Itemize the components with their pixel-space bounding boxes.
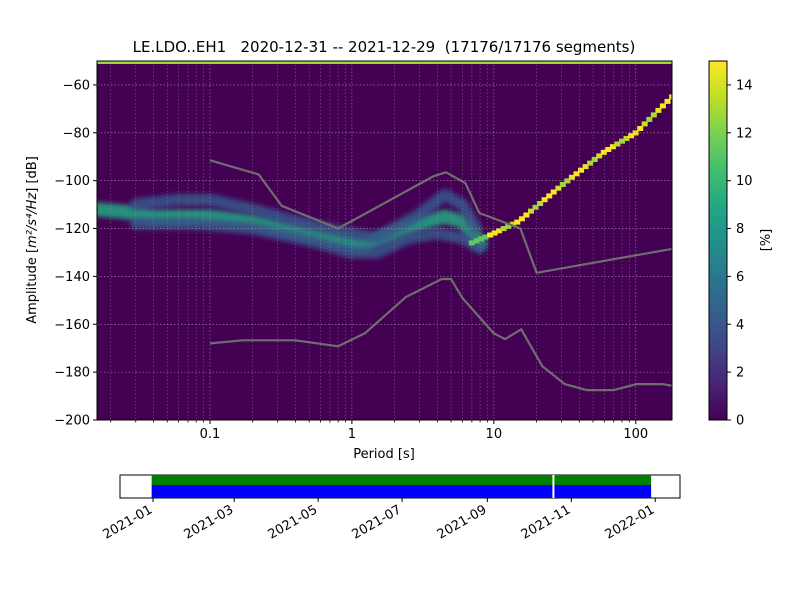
ridge-cell <box>514 219 521 225</box>
x-tick-label: 10 <box>486 427 503 442</box>
ridge-cell <box>559 182 566 187</box>
colorbar-label: [%] <box>759 229 774 252</box>
ridge-cell <box>619 138 625 144</box>
ridge-cell <box>473 238 480 244</box>
timeline-tick-label: 2021-01 <box>100 502 155 542</box>
ridge-cell <box>550 189 557 195</box>
timeline-axis: 2021-01 2021-03 2021-05 2021-07 2021-09 2021-… <box>100 498 657 543</box>
ppsd-plot-area: 0.1 1 10 100 −60 −80 −100 −120 −140 −160 −180 −200 <box>54 60 673 442</box>
colorbar-tick-label: 4 <box>736 318 744 333</box>
noise-model-high <box>209 159 672 274</box>
ridge-cell <box>477 236 484 242</box>
ridge-cell <box>623 135 630 141</box>
y-axis-label-suffix: ] [dB] <box>25 156 40 193</box>
ridge-cell <box>573 171 580 177</box>
ridge-cell <box>509 221 516 227</box>
ridge-cell <box>664 98 671 104</box>
ridge-cell <box>537 201 544 206</box>
ridge-cell <box>578 167 584 173</box>
timeline-tick-label: 2021-07 <box>350 502 405 542</box>
ridge-cell <box>600 149 607 155</box>
ridge-cell <box>505 223 512 229</box>
colorbar-tick-label: 12 <box>736 126 753 141</box>
ridge-cell <box>468 240 475 246</box>
ridge-cell <box>523 212 530 218</box>
y-axis-label-units: m²/s⁴/Hz <box>25 192 40 248</box>
timeline-tick-label: 2021-05 <box>266 502 321 542</box>
ridge-cell <box>596 153 603 159</box>
ridge-cell <box>669 94 672 100</box>
ridge-cell <box>609 144 616 150</box>
y-tick-label: −60 <box>63 78 90 93</box>
ridge-cell <box>528 208 534 214</box>
timeline-coverage-top <box>151 475 652 485</box>
ridge-cell <box>641 121 648 127</box>
timeline-tick-label: 2021-11 <box>519 502 574 542</box>
colorbar-tick-label: 14 <box>736 78 753 93</box>
x-tick-label: 1 <box>348 427 356 442</box>
timeline-tick-label: 2021-09 <box>435 502 490 542</box>
coverage-timeline: 2021-01 2021-03 2021-05 2021-07 2021-09 2021-… <box>100 474 681 543</box>
density-band-1 <box>129 189 483 245</box>
ridge-cell <box>591 157 598 162</box>
density-band-2 <box>129 217 487 259</box>
ridge-cell <box>650 112 657 118</box>
ridge-cell <box>637 126 644 131</box>
y-tick-label: −180 <box>54 366 90 381</box>
x-tick-label: 0.1 <box>200 427 221 442</box>
ridge-cell <box>614 141 621 147</box>
y-axis-label: Amplitude [m²/s⁴/Hz] [dB] <box>25 156 40 324</box>
ridge-cell <box>605 147 612 152</box>
y-axis-label-prefix: Amplitude [ <box>25 248 40 324</box>
y-tick-label: −120 <box>54 222 90 237</box>
plot-frame <box>96 60 673 421</box>
density-ridge <box>468 94 672 246</box>
grid <box>97 61 672 421</box>
ridge-cell <box>655 107 662 113</box>
chart-title: LE.LDO..EH1 2020-12-31 -- 2021-12-29 (17… <box>133 38 636 56</box>
ridge-cell <box>555 185 562 191</box>
colorbar-tick-label: 6 <box>736 270 744 285</box>
y-tick-label: −200 <box>54 414 90 429</box>
colorbar-tick-label: 10 <box>736 174 753 189</box>
colorbar: 0 2 4 6 8 10 12 14 [%] <box>708 60 774 429</box>
ridge-cell <box>518 216 525 222</box>
y-tick-label: −80 <box>63 126 90 141</box>
density-band-0 <box>97 202 488 253</box>
y-tick-label: −160 <box>54 318 90 333</box>
ridge-cell <box>587 160 594 166</box>
timeline-coverage-bottom <box>151 485 652 498</box>
ridge-cell <box>582 164 589 170</box>
y-tick-label: −100 <box>54 174 90 189</box>
ridge-cell <box>496 228 503 234</box>
ridge-cell <box>632 130 639 136</box>
colorbar-tick-label: 2 <box>736 366 744 381</box>
y-axis: −60 −80 −100 −120 −140 −160 −180 −200 <box>54 78 97 429</box>
timeline-gap <box>552 475 555 498</box>
ridge-cell <box>491 230 498 236</box>
colorbar-tick-label: 0 <box>736 414 744 429</box>
x-axis: 0.1 1 10 100 <box>110 420 648 442</box>
ridge-cell <box>532 204 539 210</box>
ridge-cell <box>628 133 635 139</box>
ridge-cell <box>546 193 553 199</box>
x-tick-label: 100 <box>623 427 648 442</box>
x-axis-label: Period [s] <box>353 447 415 462</box>
ridge-cell <box>541 197 548 203</box>
timeline-tick-label: 2022-01 <box>603 502 658 542</box>
y-tick-label: −140 <box>54 270 90 285</box>
ridge-cell <box>568 174 575 180</box>
ridge-cell <box>482 234 489 240</box>
timeline-tick-label: 2021-03 <box>182 502 237 542</box>
ridge-cell <box>487 232 493 238</box>
colorbar-ticks: 0 2 4 6 8 10 12 14 <box>727 78 753 429</box>
colorbar-gradient <box>708 60 728 421</box>
colorbar-tick-label: 8 <box>736 222 744 237</box>
ridge-cell <box>646 116 653 122</box>
ridge-cell <box>659 103 666 109</box>
top-edge-band <box>97 61 672 64</box>
